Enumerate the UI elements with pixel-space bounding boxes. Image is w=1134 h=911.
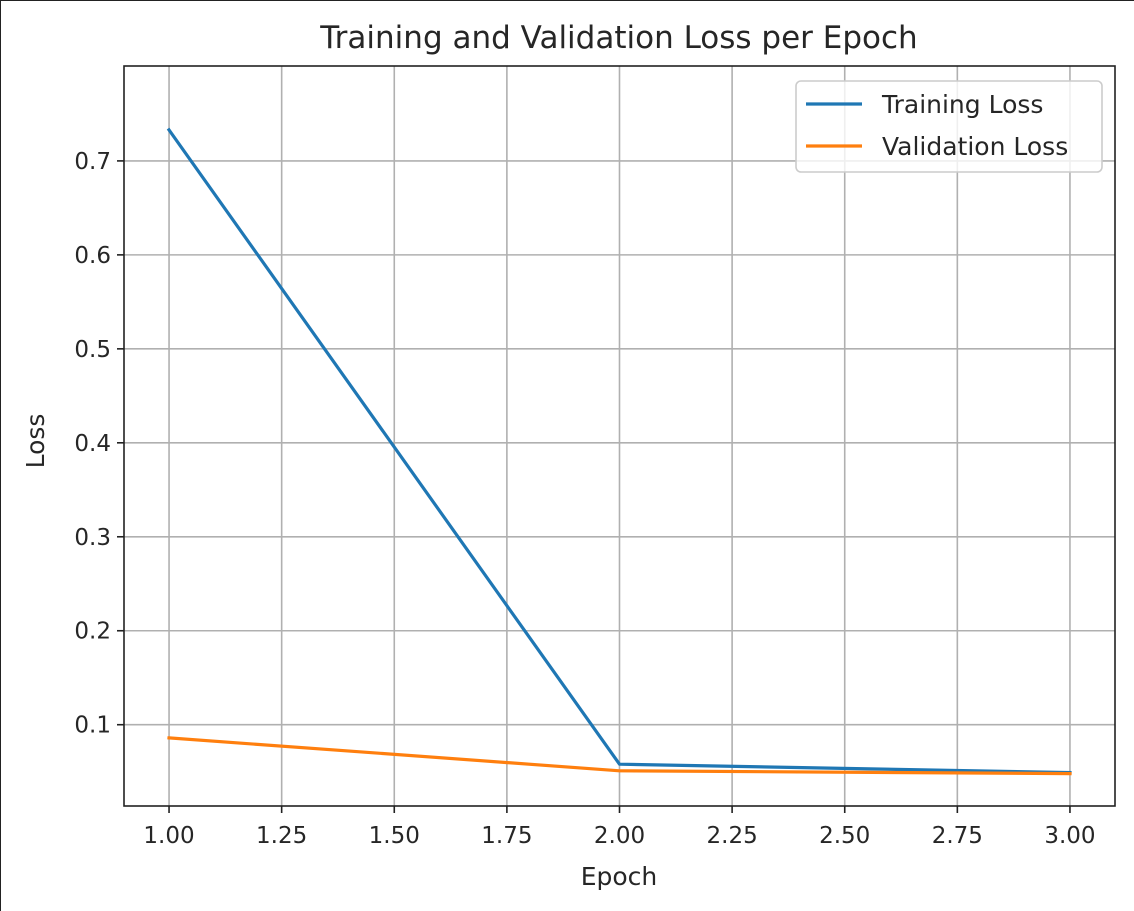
- series-lines: [166, 127, 1072, 776]
- x-tick-label: 3.00: [1044, 823, 1095, 849]
- y-tick-label: 0.4: [74, 431, 111, 457]
- x-tick-label: 1.75: [481, 823, 532, 849]
- y-axis-label: Loss: [21, 414, 50, 469]
- x-tick-label: 1.00: [143, 823, 194, 849]
- chart-title: Training and Validation Loss per Epoch: [319, 20, 917, 56]
- y-tick-label: 0.6: [74, 243, 111, 269]
- x-tick-label: 1.25: [256, 823, 307, 849]
- y-axis-ticks: 0.1 0.2 0.3 0.4 0.5 0.6 0.7: [74, 149, 124, 739]
- y-tick-label: 0.2: [74, 619, 111, 645]
- series-line-1: [167, 736, 1072, 776]
- series-line-0: [166, 127, 1072, 775]
- x-tick-label: 1.50: [369, 823, 420, 849]
- x-axis-label: Epoch: [581, 862, 658, 891]
- x-tick-label: 2.50: [819, 823, 870, 849]
- legend-label-1: Validation Loss: [882, 132, 1068, 161]
- y-tick-label: 0.5: [74, 337, 111, 363]
- x-tick-label: 2.25: [707, 823, 758, 849]
- y-tick-label: 0.1: [74, 713, 111, 739]
- x-tick-label: 2.00: [594, 823, 645, 849]
- x-axis-ticks: 1.00 1.25 1.50 1.75 2.00 2.25 2.50 2.75 3.00: [143, 806, 1096, 849]
- y-tick-label: 0.7: [74, 149, 111, 175]
- legend-box: [795, 80, 1103, 173]
- x-tick-label: 2.75: [932, 823, 983, 849]
- legend-label-0: Training Loss: [881, 90, 1043, 119]
- y-tick-label: 0.3: [74, 525, 111, 551]
- grid: [124, 66, 1115, 806]
- legend: Training Loss Validation Loss: [795, 80, 1103, 173]
